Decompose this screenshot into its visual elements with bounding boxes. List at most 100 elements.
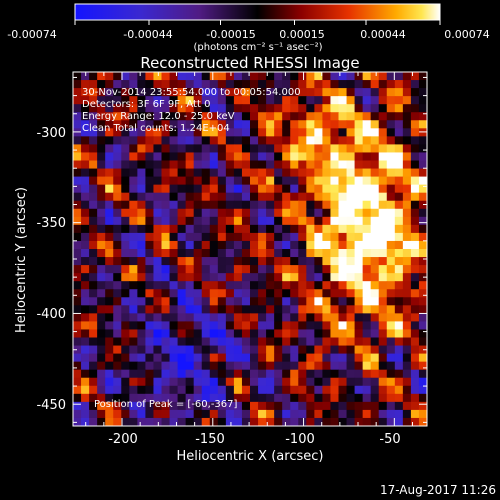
- heatmap-cell: [169, 184, 179, 194]
- heatmap-cell: [250, 313, 259, 322]
- heatmap-cell: [362, 192, 372, 202]
- heatmap-cell: [346, 200, 356, 210]
- heatmap-cell: [177, 88, 187, 97]
- heatmap-cell: [81, 160, 90, 170]
- heatmap-cell: [346, 361, 356, 371]
- heatmap-cell: [105, 385, 114, 395]
- heatmap-cell: [402, 136, 412, 145]
- heatmap-cell: [161, 96, 171, 105]
- heatmap-cell: [266, 216, 275, 226]
- x-tick-label: -200: [108, 432, 138, 447]
- heatmap-cell: [250, 224, 259, 234]
- heatmap-cell: [258, 361, 267, 371]
- heatmap-cell: [169, 265, 179, 274]
- heatmap-cell: [201, 200, 211, 210]
- heatmap-cell: [105, 176, 114, 186]
- heatmap-cell: [105, 321, 114, 330]
- heatmap-cell: [145, 377, 154, 387]
- heatmap-cell: [233, 273, 243, 282]
- heatmap-cell: [402, 232, 412, 242]
- heatmap-cell: [282, 232, 291, 242]
- heatmap-cell: [386, 377, 396, 387]
- heatmap-cell: [145, 329, 154, 338]
- heatmap-cell: [410, 168, 420, 178]
- heatmap-cell: [121, 305, 130, 314]
- heatmap-cell: [217, 232, 227, 242]
- heatmap-cell: [129, 249, 138, 258]
- heatmap-cell: [330, 240, 339, 250]
- heatmap-cell: [378, 321, 388, 330]
- heatmap-cell: [89, 401, 98, 411]
- heatmap-cell: [274, 232, 283, 242]
- heatmap-cell: [113, 96, 122, 105]
- heatmap-cell: [233, 321, 243, 330]
- heatmap-cell: [418, 393, 427, 403]
- heatmap-cell: [362, 176, 372, 186]
- heatmap-cell: [185, 305, 195, 314]
- heatmap-cell: [402, 401, 412, 411]
- heatmap-cell: [290, 240, 299, 250]
- heatmap-cell: [225, 240, 235, 250]
- heatmap-cell: [105, 96, 114, 105]
- heatmap-cell: [250, 305, 259, 314]
- heatmap-cell: [386, 152, 396, 161]
- heatmap-cell: [73, 232, 82, 242]
- heatmap-cell: [233, 168, 243, 178]
- heatmap-cell: [298, 305, 307, 314]
- heatmap-cell: [266, 96, 275, 105]
- heatmap-cell: [314, 321, 323, 330]
- heatmap-cell: [394, 120, 404, 129]
- heatmap-cell: [241, 273, 251, 282]
- heatmap-cell: [105, 144, 114, 153]
- heatmap-cell: [346, 249, 356, 258]
- heatmap-cell: [153, 104, 162, 113]
- heatmap-cell: [402, 240, 412, 250]
- heatmap-cell: [314, 409, 323, 419]
- heatmap-cell: [338, 176, 348, 186]
- heatmap-cell: [193, 273, 203, 282]
- heatmap-cell: [402, 88, 412, 97]
- heatmap-cell: [177, 249, 187, 258]
- heatmap-cell: [306, 192, 315, 202]
- heatmap-cell: [161, 273, 171, 282]
- heatmap-cell: [105, 417, 114, 426]
- heatmap-cell: [290, 192, 299, 202]
- heatmap-cell: [201, 257, 211, 266]
- heatmap-cell: [362, 401, 372, 411]
- heatmap-cell: [145, 321, 154, 330]
- heatmap-cell: [105, 393, 114, 403]
- heatmap-cell: [193, 88, 203, 97]
- heatmap-cell: [201, 208, 211, 218]
- heatmap-cell: [274, 353, 283, 363]
- heatmap-cell: [121, 160, 130, 170]
- heatmap-cell: [386, 216, 396, 226]
- heatmap-cell: [209, 208, 219, 218]
- heatmap-cell: [145, 265, 154, 274]
- heatmap-cell: [322, 208, 331, 218]
- heatmap-cell: [250, 281, 259, 290]
- heatmap-cell: [241, 136, 251, 145]
- heatmap-cell: [394, 112, 404, 121]
- heatmap-cell: [346, 136, 356, 145]
- heatmap-cell: [250, 88, 259, 97]
- heatmap-cell: [137, 184, 146, 194]
- heatmap-cell: [161, 176, 171, 186]
- heatmap-cell: [89, 345, 98, 355]
- heatmap-cell: [378, 393, 388, 403]
- heatmap-cell: [314, 305, 323, 314]
- heatmap-cell: [322, 401, 331, 411]
- heatmap-cell: [209, 313, 219, 322]
- heatmap-cell: [81, 409, 90, 419]
- heatmap-cell: [394, 216, 404, 226]
- heatmap-cell: [129, 377, 138, 387]
- heatmap-cell: [370, 104, 380, 113]
- heatmap-cell: [81, 240, 90, 250]
- heatmap-cell: [394, 249, 404, 258]
- heatmap-cell: [378, 305, 388, 314]
- heatmap-cell: [346, 281, 356, 290]
- heatmap-cell: [217, 80, 227, 89]
- info-time-range: 30-Nov-2014 23:55:54.000 to 00:05:54.000: [82, 87, 301, 98]
- heatmap-cell: [81, 329, 90, 338]
- heatmap-cell: [145, 96, 154, 105]
- heatmap-cell: [241, 160, 251, 170]
